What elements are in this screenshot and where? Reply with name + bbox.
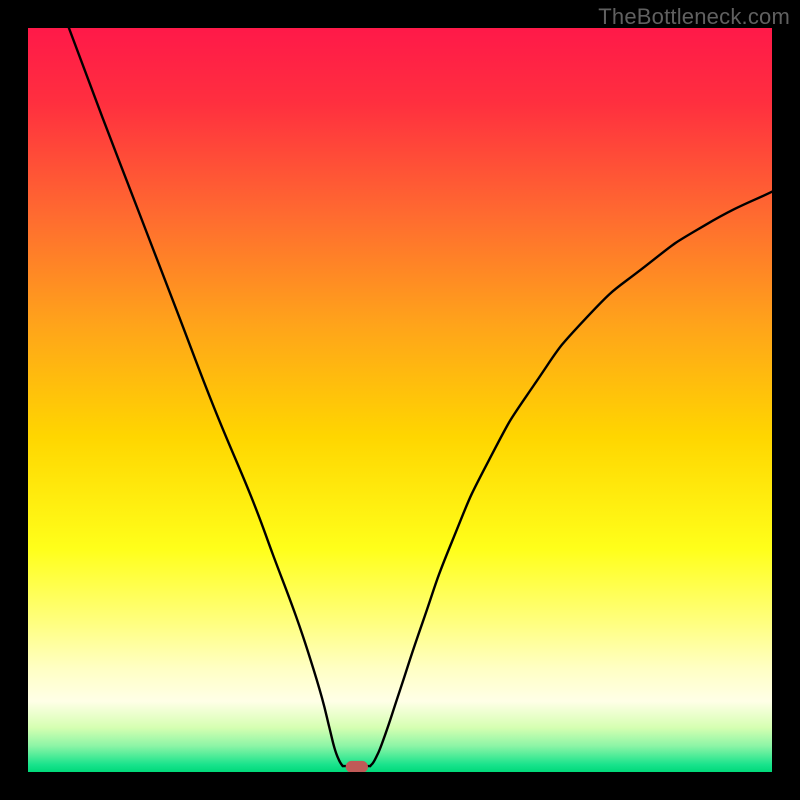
- bottleneck-chart: [0, 0, 800, 800]
- plot-background: [28, 28, 772, 772]
- valley-marker: [346, 761, 368, 773]
- watermark-text: TheBottleneck.com: [598, 4, 790, 30]
